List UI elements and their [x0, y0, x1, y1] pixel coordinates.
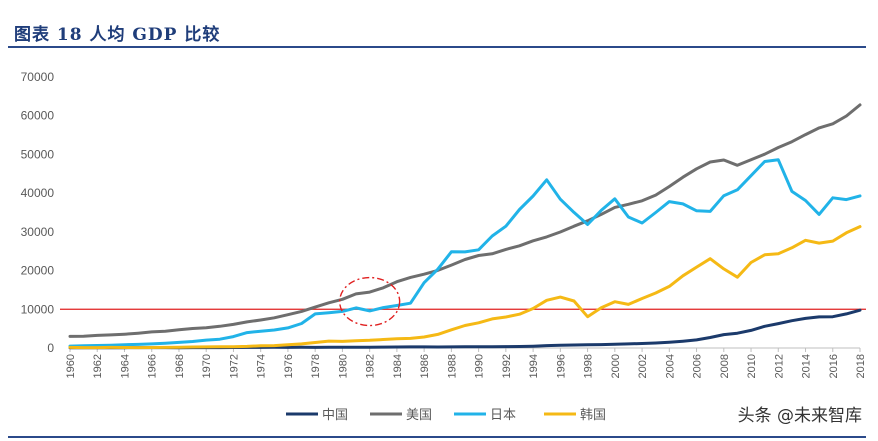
- x-tick-label: 1984: [392, 354, 404, 378]
- x-tick-label: 2010: [746, 354, 758, 378]
- x-tick-label: 2008: [719, 354, 731, 378]
- x-tick-label: 2002: [637, 354, 649, 378]
- series-line-日本: [68, 158, 862, 348]
- legend-label: 中国: [322, 408, 348, 423]
- watermark: 头条 @未来智库: [737, 406, 862, 426]
- y-tick-label: 30000: [21, 225, 55, 239]
- x-tick-label: 1998: [583, 354, 595, 378]
- x-tick-label: 1960: [65, 354, 77, 378]
- x-tick-label: 1986: [419, 354, 431, 378]
- y-tick-label: 50000: [21, 147, 55, 161]
- x-tick-label: 2006: [692, 354, 704, 378]
- y-tick-label: 70000: [21, 70, 55, 84]
- x-tick-label: 2012: [773, 354, 785, 378]
- x-tick-label: 1992: [501, 354, 513, 378]
- x-tick-label: 1970: [201, 354, 213, 378]
- x-tick-label: 1990: [474, 354, 486, 378]
- x-tick-label: 1974: [256, 354, 268, 378]
- x-tick-label: 2000: [610, 354, 622, 378]
- y-tick-label: 0: [47, 341, 54, 355]
- x-tick-label: 1996: [555, 354, 567, 378]
- y-tick-label: 20000: [21, 264, 55, 278]
- title-divider: [8, 46, 866, 48]
- x-tick-label: 2004: [664, 354, 676, 378]
- series-line-韩国: [68, 225, 862, 350]
- x-tick-label: 1980: [337, 354, 349, 378]
- x-tick-label: 2018: [855, 354, 867, 378]
- x-tick-label: 1964: [119, 354, 131, 378]
- x-tick-label: 1966: [147, 354, 159, 378]
- x-tick-label: 1982: [365, 354, 377, 378]
- x-tick-label: 1994: [528, 354, 540, 378]
- x-tick-label: 1968: [174, 354, 186, 378]
- annotation-ellipse: [338, 276, 401, 327]
- x-tick-label: 2016: [828, 354, 840, 378]
- x-tick-label: 1978: [310, 354, 322, 378]
- x-tick-label: 1972: [228, 354, 240, 378]
- y-tick-label: 10000: [21, 302, 55, 316]
- x-tick-label: 2014: [801, 354, 813, 378]
- x-tick-label: 1976: [283, 354, 295, 378]
- y-tick-label: 60000: [21, 109, 55, 123]
- legend-label: 美国: [406, 408, 432, 423]
- bottom-divider: [8, 436, 866, 438]
- series-line-美国: [68, 103, 862, 338]
- x-tick-label: 1988: [446, 354, 458, 378]
- y-tick-label: 40000: [21, 186, 55, 200]
- page-title: 图表 18 人均 GDP 比较: [14, 25, 221, 45]
- legend-label: 日本: [490, 408, 516, 423]
- x-tick-label: 1962: [92, 354, 104, 378]
- legend-label: 韩国: [580, 408, 606, 423]
